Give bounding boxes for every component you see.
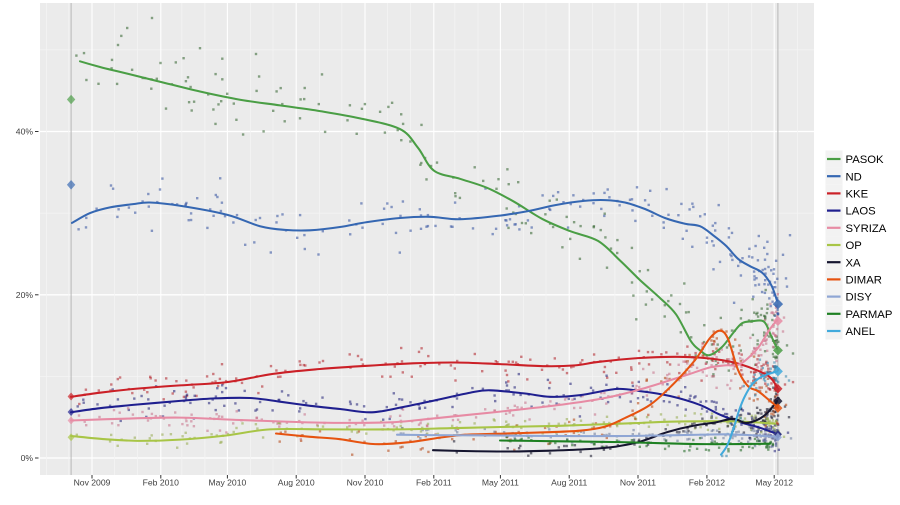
svg-text:Feb 2010: Feb 2010 [143,478,180,488]
svg-text:Nov 2011: Nov 2011 [620,478,656,488]
svg-text:DISY: DISY [846,292,873,304]
svg-text:ANEL: ANEL [846,326,876,338]
svg-text:0%: 0% [21,453,34,463]
svg-text:May 2011: May 2011 [482,478,519,488]
svg-text:KKE: KKE [846,189,869,201]
svg-text:LAOS: LAOS [846,206,877,218]
svg-text:ND: ND [846,171,862,183]
svg-text:Aug 2011: Aug 2011 [551,478,587,488]
svg-text:DIMAR: DIMAR [846,275,882,287]
svg-text:May 2010: May 2010 [209,478,247,488]
svg-text:OP: OP [846,240,862,252]
svg-text:20%: 20% [16,290,34,300]
svg-text:Nov 2010: Nov 2010 [347,478,384,488]
svg-text:PASOK: PASOK [846,154,885,166]
svg-text:40%: 40% [16,127,34,137]
svg-text:Feb 2011: Feb 2011 [416,478,452,488]
svg-text:Aug 2010: Aug 2010 [278,478,315,488]
svg-text:Nov 2009: Nov 2009 [74,478,111,488]
svg-text:SYRIZA: SYRIZA [846,223,887,235]
svg-text:XA: XA [846,257,862,269]
svg-text:Feb 2012: Feb 2012 [689,478,726,488]
svg-text:May 2012: May 2012 [755,478,793,488]
svg-text:PARMAP: PARMAP [846,309,893,321]
